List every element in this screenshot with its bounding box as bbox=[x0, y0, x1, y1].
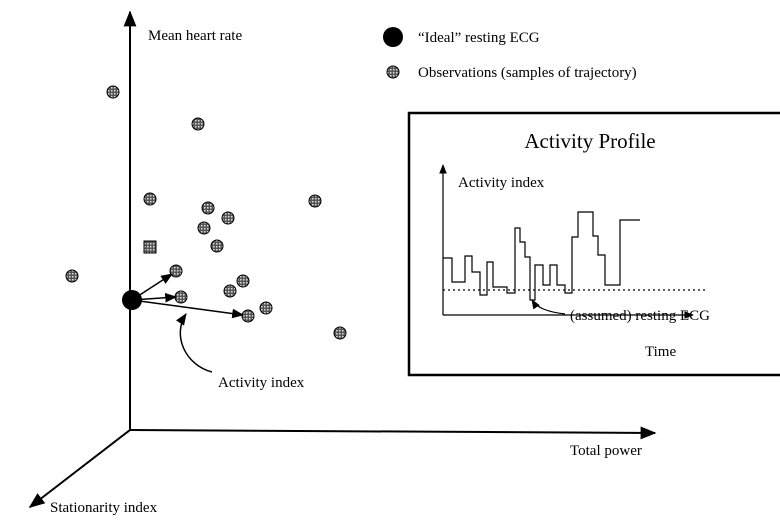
inset-title: Activity Profile bbox=[524, 129, 655, 153]
observations bbox=[65, 85, 347, 340]
main-axes bbox=[28, 10, 657, 508]
ideal-point bbox=[122, 290, 142, 310]
legend-obs-marker bbox=[386, 65, 400, 79]
x-axis-label: Total power bbox=[570, 443, 642, 459]
activity-annotation: Activity index bbox=[218, 375, 305, 391]
legend-ideal: “Ideal” resting ECG bbox=[418, 30, 540, 46]
inset-annotation: (assumed) resting ECG bbox=[570, 308, 710, 324]
inset-x-label: Time bbox=[645, 344, 676, 360]
z-axis-label: Stationarity index bbox=[50, 500, 158, 516]
legend-ideal-marker bbox=[383, 27, 403, 47]
y-axis-label: Mean heart rate bbox=[148, 28, 242, 44]
inset-axes bbox=[439, 164, 705, 319]
inset-y-label: Activity index bbox=[458, 175, 545, 191]
inset-frame bbox=[407, 111, 780, 377]
legend-observations: Observations (samples of trajectory) bbox=[418, 65, 637, 81]
